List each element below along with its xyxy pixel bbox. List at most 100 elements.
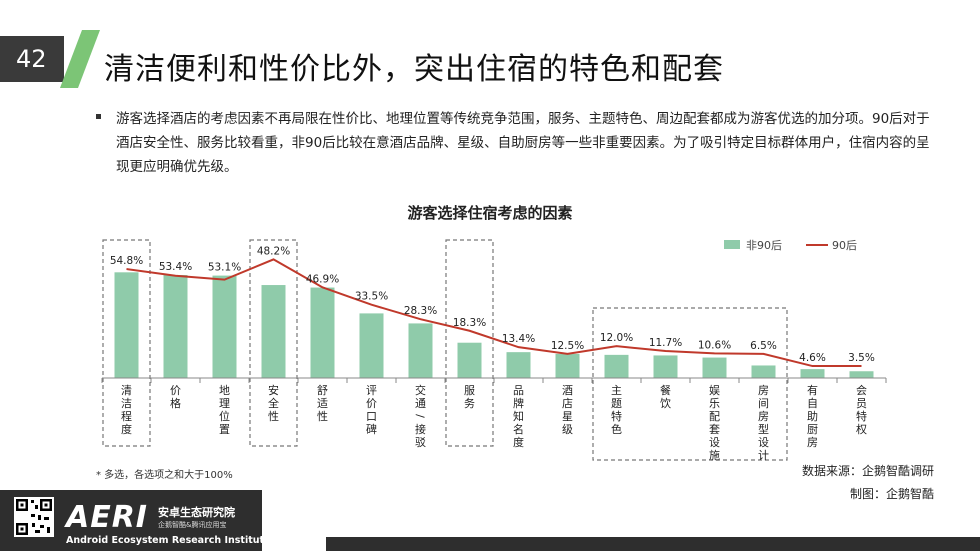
category-label-char: 房 [807, 436, 818, 449]
data-label: 10.6% [698, 339, 731, 351]
category-label-char: 设 [709, 436, 720, 449]
bar [163, 275, 188, 378]
category-label-char: 评 [366, 384, 377, 397]
category-label-char: 娱 [709, 383, 720, 397]
category-label-char: 理 [219, 397, 230, 410]
category-label-char: 性 [268, 409, 279, 423]
institute-name-cn: 安卓生态研究院 [158, 506, 235, 519]
bar [457, 342, 482, 378]
category-label-char: 格 [170, 396, 181, 410]
data-label: 46.9% [306, 273, 339, 285]
category-label-char: 自 [807, 397, 818, 410]
category-label-char: 程 [121, 410, 132, 423]
category-label-char: 星 [562, 410, 573, 423]
page-number: 42 [0, 36, 64, 82]
category-label-char: 接 [415, 423, 426, 436]
institute-subtitle: 企鹅智酷&腾讯应用宝 [158, 521, 227, 529]
highlight-box [592, 307, 788, 461]
data-label: 12.0% [600, 332, 633, 344]
category-label-char: 清 [121, 384, 132, 397]
category-label-char: 地 [219, 384, 230, 397]
category-label-char: 店 [562, 396, 573, 410]
footnote: * 多选，各选项之和大于100% [96, 470, 233, 481]
category-label-char: 驳 [415, 436, 426, 449]
bar [849, 371, 874, 378]
category-label-char: 套 [709, 423, 720, 436]
category-label-char: 知 [513, 409, 524, 423]
category-label-char: 餐 [660, 383, 671, 397]
bar [702, 357, 727, 378]
highlight-box [249, 239, 298, 447]
category-label-char: 价 [366, 397, 377, 410]
bullet-block: 游客选择酒店的考虑因素不再局限在性价比、地理位置等传统竞争范围，服务、主题特色、… [96, 107, 936, 179]
category-label-char: 型 [758, 422, 769, 436]
category-label-char: 特 [611, 409, 622, 423]
category-label-char: 计 [758, 449, 769, 462]
factors-chart: 游客选择住宿考虑的因素 54.8% 53.4% 53.1% 48.2% 46.9% 33.5… [101, 204, 887, 462]
category-label-char: 品 [513, 384, 524, 397]
footer-bar [326, 537, 980, 551]
legend-label-bar: 非90后 [746, 239, 782, 252]
category-label-char: 间 [758, 397, 769, 410]
data-source: 数据来源：企鹅智酷调研 [801, 464, 934, 478]
data-label: 33.5% [355, 291, 388, 303]
category-label-char: 口 [366, 410, 377, 423]
bar [408, 323, 433, 378]
category-label-char: / [414, 414, 427, 418]
slide-title: 清洁便利和性价比外，突出住宿的特色和配套 [104, 52, 724, 87]
category-label-char: 主 [611, 384, 622, 397]
category-label-char: 适 [317, 397, 328, 410]
bar [555, 353, 580, 378]
category-label-char: 舒 [317, 383, 328, 397]
category-label-char: 会 [856, 384, 867, 397]
category-label-char: 施 [709, 449, 720, 462]
data-label: 4.6% [799, 352, 826, 364]
category-label-char: 助 [807, 409, 818, 423]
data-label: 54.8% [110, 255, 143, 267]
category-label-char: 有 [807, 383, 818, 397]
chart-title: 游客选择住宿考虑的因素 [407, 204, 572, 222]
category-label-char: 色 [611, 422, 622, 436]
category-label-char: 安 [268, 383, 279, 397]
category-label-char: 权 [856, 423, 867, 436]
category-label-char: 房 [758, 410, 769, 423]
category-label-char: 全 [268, 396, 279, 410]
category-label-char: 务 [464, 397, 475, 410]
category-label-char: 置 [219, 423, 230, 436]
category-label-char: 名 [513, 422, 524, 436]
bar [359, 313, 384, 378]
data-label: 13.4% [502, 333, 535, 345]
category-label-char: 度 [121, 422, 132, 436]
category-label-char: 酒 [562, 384, 573, 397]
data-label: 12.5% [551, 340, 584, 352]
bullet-marker [96, 114, 101, 119]
bar [800, 369, 825, 378]
bar [604, 354, 629, 378]
category-label-char: 房 [758, 384, 769, 397]
category-label-char: 员 [856, 397, 867, 410]
highlight-box [102, 239, 151, 447]
category-label-char: 服 [464, 384, 475, 397]
aeri-logo: AERI [66, 500, 148, 535]
category-label-char: 位 [219, 409, 230, 423]
data-label: 18.3% [453, 317, 486, 329]
category-label-char: 厨 [807, 423, 818, 436]
category-label-char: 级 [562, 423, 573, 436]
data-label: 53.1% [208, 262, 241, 274]
bar [261, 285, 286, 378]
data-label: 48.2% [257, 245, 290, 257]
category-label-char: 度 [513, 435, 524, 449]
data-label: 3.5% [848, 352, 875, 364]
category-label-char: 设 [758, 436, 769, 449]
category-label-char: 洁 [121, 397, 132, 410]
bar [310, 287, 335, 378]
legend-swatch-bar [724, 240, 740, 249]
category-label-char: 配 [709, 410, 720, 423]
bar [653, 355, 678, 378]
institute-name-en: Android Ecosystem Research Institute [66, 535, 271, 546]
data-label: 28.3% [404, 305, 437, 317]
category-label-char: 价 [170, 384, 181, 397]
category-label-char: 碑 [366, 423, 377, 436]
data-label: 53.4% [159, 261, 192, 273]
data-label: 11.7% [649, 337, 682, 349]
